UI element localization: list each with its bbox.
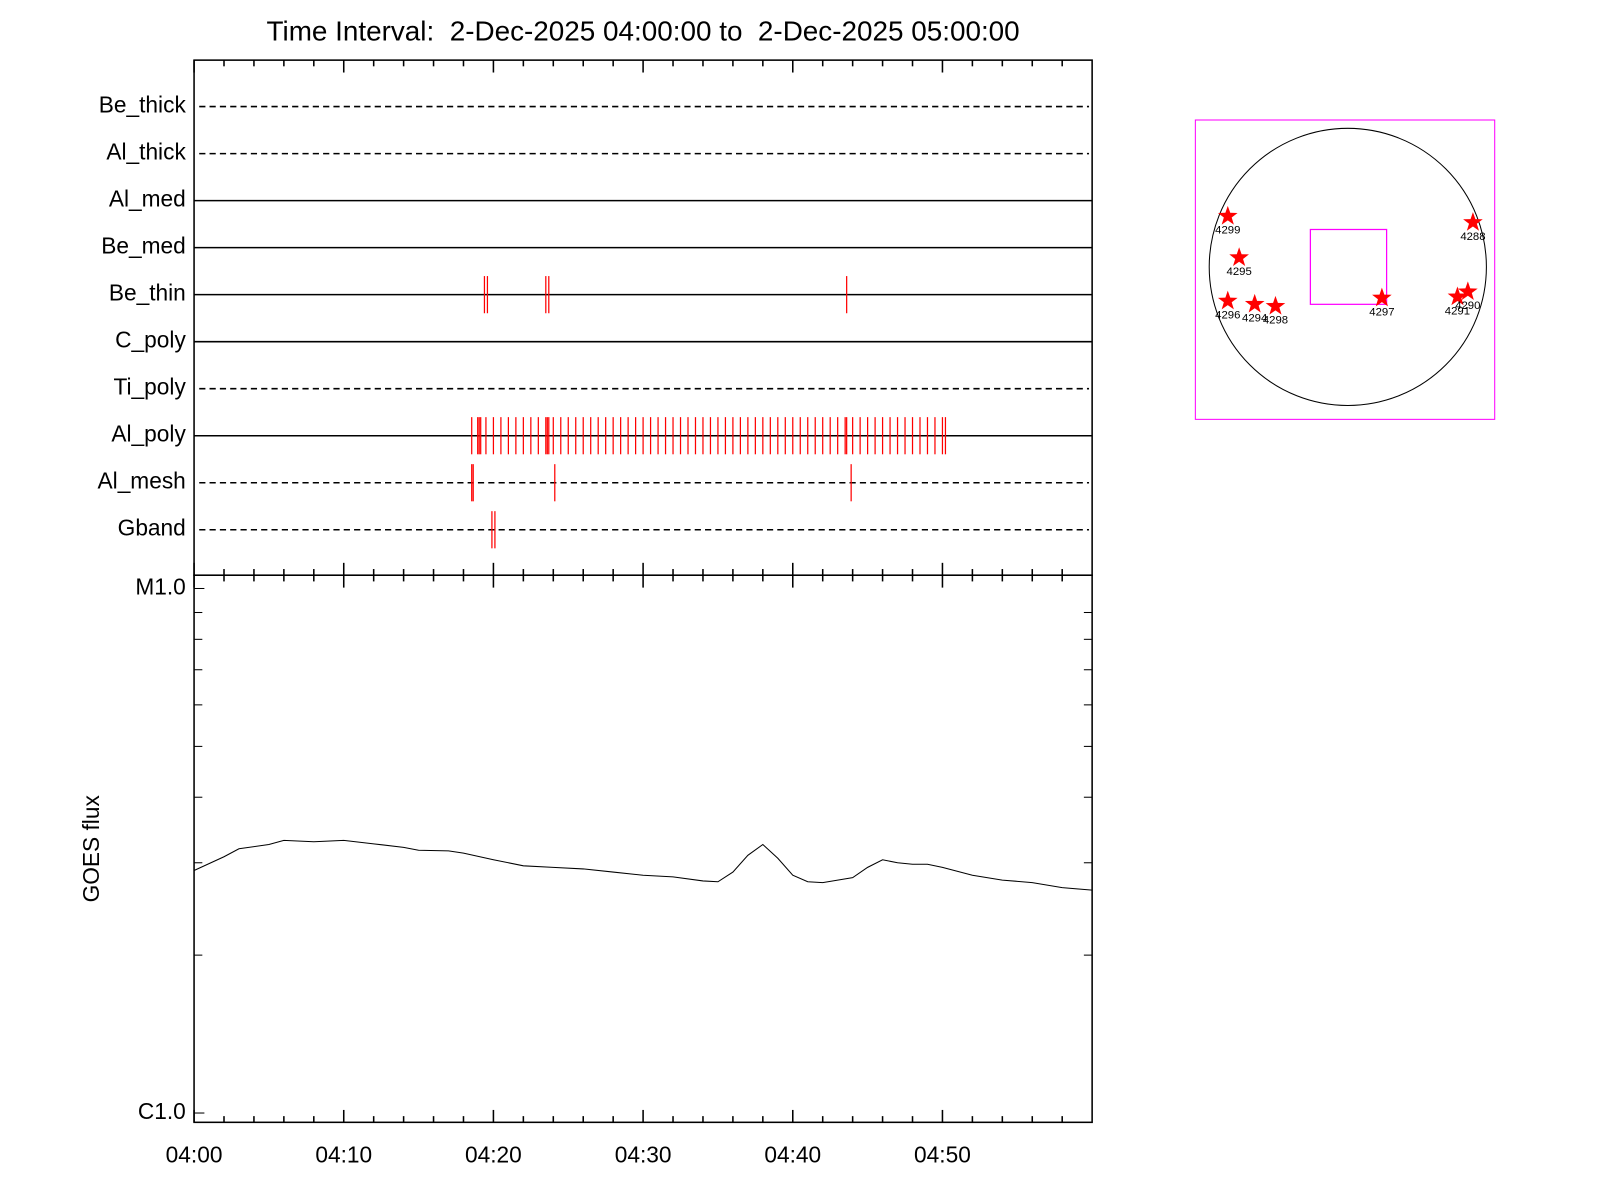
filter-label: Be_thin [109, 280, 186, 306]
goes-line [193, 839, 1093, 891]
active-region [1244, 293, 1265, 313]
region-label: 4290 [1455, 300, 1480, 312]
active-region [1265, 295, 1286, 315]
active-region [1463, 212, 1483, 231]
x-tick-label: 04:30 [615, 1141, 672, 1167]
x-tick-label: 04:50 [914, 1141, 971, 1167]
region-label: 4288 [1460, 231, 1485, 243]
active-region [1217, 290, 1238, 310]
region-label: 4294 [1242, 313, 1267, 325]
filter-label: Gband [118, 515, 186, 541]
filter-label: Al_mesh [98, 468, 186, 494]
region-label: 4291 [1445, 305, 1470, 317]
filter-label: Al_poly [111, 421, 186, 447]
filter-label: Al_thick [106, 139, 186, 165]
region-label: 4297 [1369, 306, 1394, 318]
goes-frame [193, 574, 1093, 1124]
region-label: 4299 [1215, 225, 1240, 237]
active-region [1447, 286, 1468, 306]
filter-label: Be_thick [99, 92, 187, 118]
region-label: 4298 [1263, 315, 1288, 327]
x-tick-label: 04:20 [465, 1141, 522, 1167]
filter-label: C_poly [115, 327, 186, 353]
x-tick-label: 04:40 [764, 1141, 821, 1167]
region-label: 4295 [1227, 266, 1252, 278]
y-axis-label: GOES flux [78, 795, 104, 903]
fov-box [1309, 228, 1388, 305]
active-region [1229, 247, 1249, 266]
active-region [1217, 205, 1238, 225]
filter-label: Be_med [101, 233, 186, 259]
filter-label: Ti_poly [114, 374, 187, 400]
chart-title: Time Interval: 2-Dec-2025 04:00:00 to 2-… [267, 16, 1020, 47]
y-tick-label: C1.0 [138, 1098, 186, 1124]
solar-disk [1208, 127, 1487, 407]
region-label: 4296 [1215, 309, 1240, 321]
x-tick-label: 04:00 [166, 1141, 223, 1167]
x-tick-label: 04:10 [315, 1141, 372, 1167]
timeline-frame [193, 59, 1093, 576]
active-region [1457, 281, 1478, 301]
y-tick-label: M1.0 [135, 573, 185, 599]
map-frame [1194, 119, 1496, 420]
filter-label: Al_med [109, 186, 186, 212]
active-region [1372, 287, 1392, 307]
